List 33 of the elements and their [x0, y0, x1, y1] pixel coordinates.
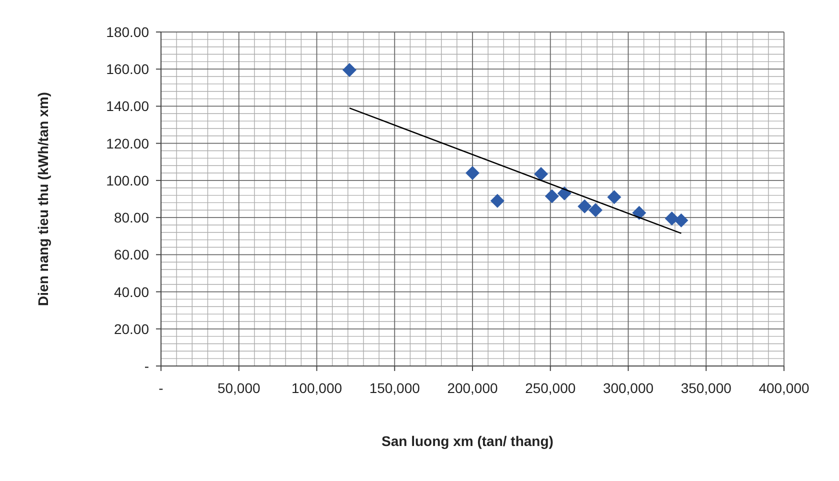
- y-tick-label: -: [144, 358, 150, 374]
- x-tick-label: 300,000: [602, 380, 654, 396]
- point: [557, 186, 572, 200]
- point: [632, 206, 646, 220]
- point: [607, 190, 622, 204]
- y-tick-label: 120.00: [106, 135, 150, 152]
- point: [664, 211, 679, 226]
- y-tick-label: 180.00: [106, 24, 150, 40]
- x-tick-label: -: [158, 380, 164, 396]
- y-tick-label: 140.00: [106, 98, 150, 114]
- x-tick-label: 150,000: [369, 380, 420, 396]
- x-tick-label: 200,000: [447, 380, 498, 396]
- x-axis-title: San luong xm (tan/ thang): [382, 433, 554, 449]
- x-tick-label: 250,000: [525, 380, 576, 396]
- x-tick-label: 50,000: [217, 380, 260, 396]
- point: [578, 199, 592, 214]
- y-axis-title: Dien nang tieu thu (kWh/tan xm): [35, 92, 51, 306]
- point: [534, 166, 548, 181]
- y-tick-label: 20.00: [114, 320, 150, 337]
- point: [674, 213, 688, 228]
- point: [588, 203, 603, 218]
- y-tick-label: 40.00: [114, 284, 150, 300]
- x-tick-label: 100,000: [291, 380, 342, 396]
- x-tick-label: 350,000: [680, 380, 732, 396]
- x-tick-label: 400,000: [758, 380, 810, 396]
- point: [490, 194, 504, 208]
- y-tick-label: 60.00: [114, 246, 150, 263]
- point: [342, 63, 356, 78]
- y-tick-label: 100.00: [106, 172, 150, 188]
- y-tick-label: 160.00: [106, 61, 150, 78]
- point: [544, 189, 559, 204]
- point: [466, 166, 480, 180]
- y-tick-label: 80.00: [114, 210, 150, 226]
